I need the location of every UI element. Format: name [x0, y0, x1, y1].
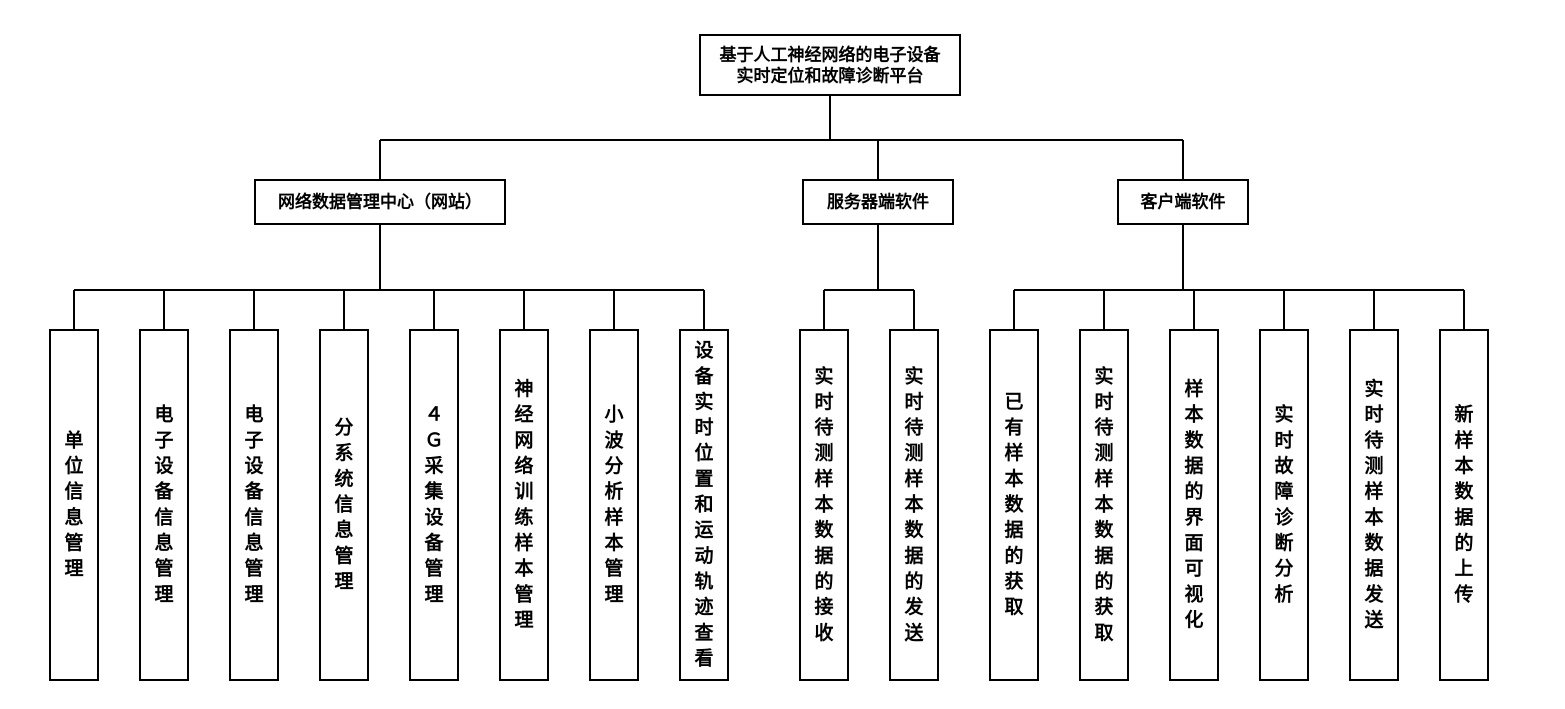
leaf-node — [1440, 330, 1488, 680]
leaf-node — [50, 330, 98, 680]
leaf-label: 实时待测样本数据的接收 — [814, 364, 834, 644]
leaf-label: 实时待测样本数据的发送 — [903, 364, 924, 644]
root-node — [700, 35, 960, 95]
leaf-label: 已有样本数据的获取 — [1004, 392, 1024, 618]
leaf-node — [140, 330, 188, 680]
org-tree-diagram: 基于人工神经网络的电子设备实时定位和故障诊断平台网络数据管理中心（网站）服务器端… — [0, 0, 1565, 709]
leaf-node — [1260, 330, 1308, 680]
leaf-node — [230, 330, 278, 680]
leaf-label: 实时待测样本数据的获取 — [1094, 364, 1114, 644]
mid-label: 服务器端软件 — [827, 192, 929, 212]
leaf-node — [410, 330, 458, 680]
mid-label: 网络数据管理中心（网站） — [278, 192, 482, 212]
leaf-node — [590, 330, 638, 680]
leaf-label: 分系统信息管理 — [334, 417, 353, 593]
mid-label: 客户端软件 — [1140, 192, 1226, 212]
